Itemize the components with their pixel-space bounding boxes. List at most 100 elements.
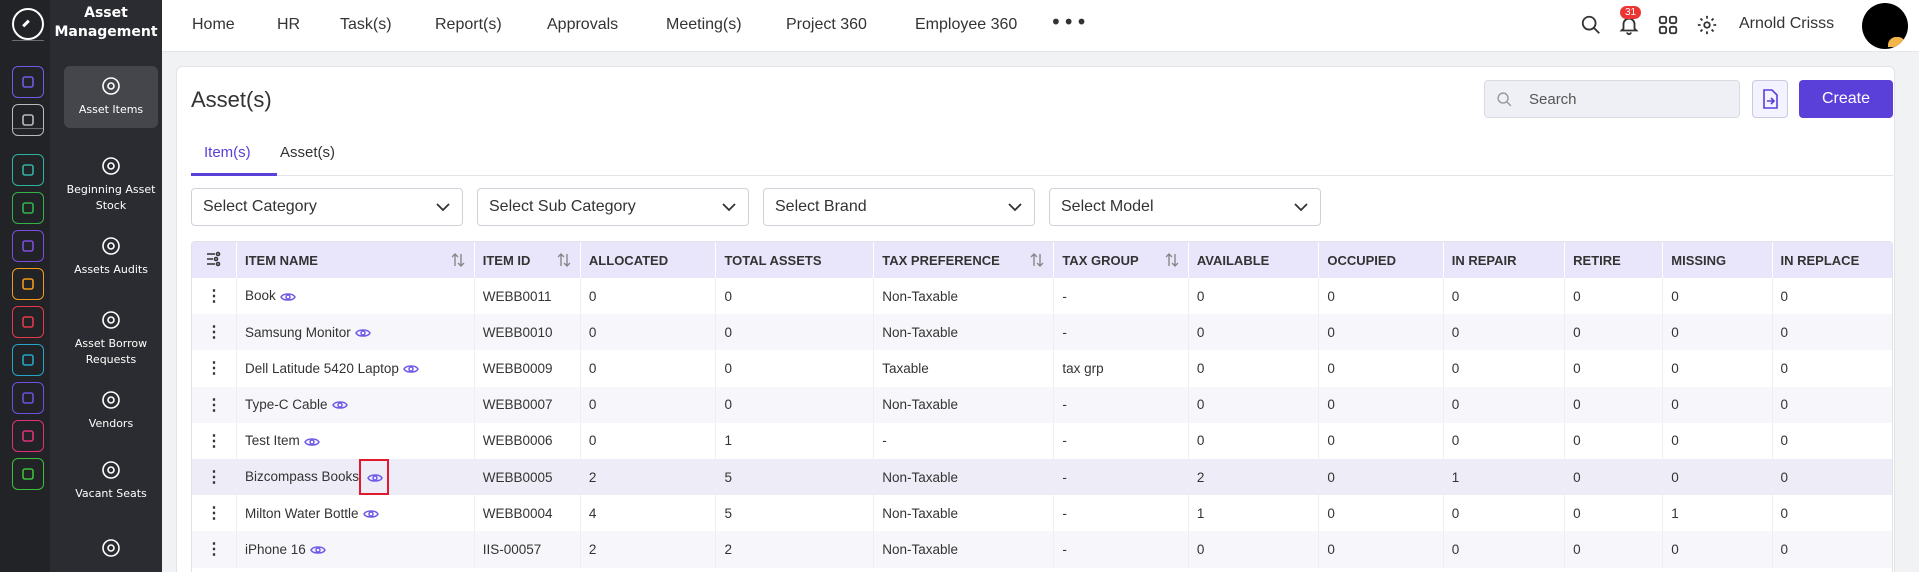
item-name[interactable]: iPhone 16 xyxy=(245,541,306,557)
item-name[interactable]: Book xyxy=(245,288,276,304)
settings-gear-icon[interactable] xyxy=(1696,14,1718,36)
table-cell: 0 xyxy=(715,278,875,315)
table-cell: Non-Taxable xyxy=(873,386,1055,423)
view-eye-icon[interactable] xyxy=(362,507,379,521)
more-nav-icon[interactable]: ••• xyxy=(1050,10,1089,34)
sidebar-item-vacant-seats[interactable]: Vacant Seats xyxy=(64,450,158,508)
column-header-item-name[interactable]: ITEM NAME xyxy=(236,242,475,278)
sort-icon[interactable] xyxy=(1029,252,1045,268)
rail-document-button[interactable] xyxy=(12,458,44,490)
view-item-button[interactable] xyxy=(306,542,326,557)
tab-items[interactable]: Item(s) xyxy=(204,144,251,161)
create-button[interactable]: Create xyxy=(1799,80,1893,118)
rail-target-button[interactable] xyxy=(12,306,44,338)
item-name[interactable]: Dell Latitude 5420 Laptop xyxy=(245,360,399,376)
sort-icon[interactable] xyxy=(556,252,572,268)
table-row[interactable]: ⋮ Dell Latitude 5420 Laptop WEBB0009 0 0 Taxa… xyxy=(192,350,1892,387)
brand-select[interactable]: Select Brand xyxy=(763,188,1035,226)
assets-card: Asset(s) Create Item(s) Asset(s) Select … xyxy=(176,66,1895,572)
nav-project-360[interactable]: Project 360 xyxy=(786,16,867,33)
item-name[interactable]: Test Item xyxy=(245,433,300,449)
nav-approvals[interactable]: Approvals xyxy=(547,16,619,33)
table-row[interactable]: ⋮ Type-C Cable WEBB0007 0 0 Non-Taxable -0 0 0 0 0… xyxy=(192,386,1892,423)
rail-hands-button[interactable] xyxy=(12,268,44,300)
rail-layers-button[interactable] xyxy=(12,382,44,414)
item-name[interactable]: Milton Water Bottle xyxy=(245,505,359,521)
rail-monitor-button[interactable] xyxy=(12,420,44,452)
table-row[interactable]: ⋮ Samsung Monitor WEBB0010 0 0 Non-Taxable -0 0… xyxy=(192,314,1892,351)
view-eye-icon[interactable] xyxy=(367,471,383,485)
view-item-button[interactable] xyxy=(359,459,390,495)
row-menu-icon[interactable]: ⋮ xyxy=(192,350,237,387)
nav-task-s[interactable]: Task(s) xyxy=(340,16,392,33)
table-cell: IIS-00057 xyxy=(474,531,581,568)
sub-category-select[interactable]: Select Sub Category xyxy=(477,188,749,226)
view-eye-icon[interactable] xyxy=(309,543,326,557)
row-menu-icon[interactable]: ⋮ xyxy=(192,458,237,496)
view-item-button[interactable] xyxy=(359,506,379,521)
view-item-button[interactable] xyxy=(328,397,348,412)
view-item-button[interactable] xyxy=(300,433,320,448)
sidebar-item-asset-borrow-requests[interactable]: Asset Borrow Requests xyxy=(64,300,158,372)
column-header-item-id[interactable]: ITEM ID xyxy=(474,242,581,278)
view-item-button[interactable] xyxy=(351,325,371,340)
gift-icon xyxy=(22,202,34,214)
export-button[interactable] xyxy=(1752,80,1788,118)
view-eye-icon[interactable] xyxy=(403,362,419,376)
rail-pin-button[interactable] xyxy=(12,104,44,136)
table-row[interactable]: ⋮ Bizcompass Books WEBB0005 2 5 Non-Taxable -2… xyxy=(192,458,1892,496)
apps-grid-icon[interactable] xyxy=(1657,14,1679,36)
item-name[interactable]: Bizcompass Books xyxy=(245,469,360,485)
nav-hr[interactable]: HR xyxy=(277,16,301,33)
bell-icon[interactable] xyxy=(1618,14,1640,36)
nav-employee-360[interactable]: Employee 360 xyxy=(915,16,1018,33)
user-name[interactable]: Arnold Crisss xyxy=(1739,15,1835,32)
row-menu-icon[interactable]: ⋮ xyxy=(192,495,237,532)
tab-assets[interactable]: Asset(s) xyxy=(280,144,336,161)
sidebar-item-assets-audits[interactable]: Assets Audits xyxy=(64,226,158,282)
row-menu-icon[interactable]: ⋮ xyxy=(192,278,237,315)
rail-archive-button[interactable] xyxy=(12,344,44,376)
rail-gift-button[interactable] xyxy=(12,192,44,224)
sort-icon[interactable] xyxy=(450,252,466,268)
sidebar-item-vendors[interactable]: Vendors xyxy=(64,380,158,438)
table-row[interactable]: ⋮ Test Item WEBB0006 0 1- -0 0 0 0 0 0 xyxy=(192,422,1892,459)
sidebar-item-asset-items[interactable]: Asset Items xyxy=(64,66,158,128)
item-name[interactable]: Type-C Cable xyxy=(245,396,328,412)
nav-report-s[interactable]: Report(s) xyxy=(435,16,502,33)
row-menu-icon[interactable]: ⋮ xyxy=(192,422,237,459)
row-menu-icon[interactable]: ⋮ xyxy=(192,386,237,423)
column-header-tax-group[interactable]: TAX GROUP xyxy=(1053,242,1189,278)
search-icon[interactable] xyxy=(1580,14,1602,36)
avatar[interactable] xyxy=(1862,3,1908,49)
search-box[interactable] xyxy=(1484,80,1740,118)
view-eye-icon[interactable] xyxy=(303,435,320,449)
app-logo-icon[interactable] xyxy=(12,8,44,40)
rail-home-button[interactable] xyxy=(12,66,44,98)
table-row[interactable]: ⋮ Book WEBB0011 0 0 Non-Taxable -0 0 0 0 0 0 xyxy=(192,278,1892,315)
view-eye-icon[interactable] xyxy=(354,326,371,340)
view-item-button[interactable] xyxy=(399,361,419,376)
row-menu-icon[interactable]: ⋮ xyxy=(192,314,237,351)
rail-org-chart-button[interactable] xyxy=(12,154,44,186)
sort-icon[interactable] xyxy=(1164,252,1180,268)
column-header-tax-preference[interactable]: TAX PREFERENCE xyxy=(873,242,1055,278)
item-name[interactable]: Samsung Monitor xyxy=(245,324,351,340)
column-settings-cell[interactable] xyxy=(192,242,237,278)
category-select[interactable]: Select Category xyxy=(191,188,463,226)
table-row[interactable]: ⋮ Milton Water Bottle WEBB0004 4 5 Non-Taxabl… xyxy=(192,495,1892,532)
view-item-button[interactable] xyxy=(276,288,296,303)
rail-briefcase-button[interactable] xyxy=(12,230,44,262)
sidebar-item-beginning-asset-stock[interactable]: Beginning Asset Stock xyxy=(64,146,158,216)
table-cell: WEBB0010 xyxy=(474,314,581,351)
sidebar-item-more[interactable] xyxy=(64,528,158,572)
nav-home[interactable]: Home xyxy=(192,16,235,33)
view-eye-icon[interactable] xyxy=(331,398,348,412)
nav-meeting-s[interactable]: Meeting(s) xyxy=(666,16,742,33)
view-eye-icon[interactable] xyxy=(279,290,296,304)
search-input[interactable] xyxy=(1529,89,1729,109)
model-select[interactable]: Select Model xyxy=(1049,188,1321,226)
table-row[interactable]: ⋮ iPhone 16 IIS-00057 2 2 Non-Taxable -0 0 0 0 0 0 xyxy=(192,531,1892,568)
row-menu-icon[interactable]: ⋮ xyxy=(192,531,237,568)
column-settings-icon[interactable] xyxy=(206,251,222,267)
